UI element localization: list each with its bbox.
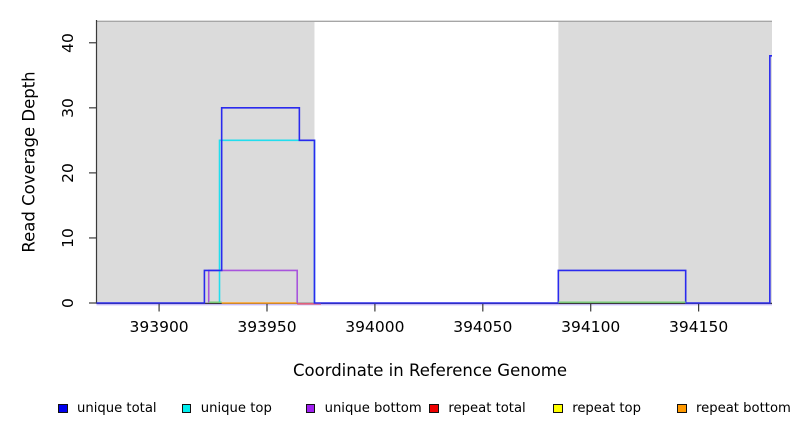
legend-label-repeat-top: repeat top — [572, 401, 641, 416]
plot-canvas — [89, 20, 772, 312]
x-tick-label: 393950 — [237, 318, 297, 336]
legend-swatch-repeat-bottom — [677, 403, 687, 413]
legend-label-repeat-total: repeat total — [448, 401, 526, 416]
legend-label-repeat-bottom: repeat bottom — [696, 401, 791, 416]
y-tick-label: 0 — [59, 298, 77, 308]
legend-label-unique-bottom: unique bottom — [324, 401, 422, 416]
series-unique-total — [96, 54, 772, 304]
legend-label-unique-top: unique top — [200, 401, 272, 416]
legend-swatch-unique-bottom — [305, 403, 316, 413]
legend-swatch-unique-top — [181, 403, 192, 413]
y-tick-label: 40 — [59, 32, 77, 53]
y-tick-label: 10 — [59, 228, 77, 248]
x-tick-label: 393900 — [129, 318, 189, 336]
series-unique-bottom — [207, 269, 299, 303]
y-tick-label: 30 — [59, 97, 77, 118]
x-tick-label: 394000 — [345, 318, 405, 336]
y-axis-title: Read Coverage Depth — [19, 70, 39, 253]
legend-swatch-unique-total — [58, 403, 68, 413]
x-tick-label: 394150 — [669, 318, 729, 336]
shaded-region — [558, 21, 772, 304]
x-axis-title: Coordinate in Reference Genome — [292, 361, 568, 380]
legend-swatch-repeat-top — [553, 403, 563, 413]
y-tick-label: 20 — [59, 163, 77, 183]
legend-label-unique-total: unique total — [77, 401, 157, 416]
shaded-region — [96, 21, 315, 304]
legend-swatch-repeat-total — [429, 403, 439, 413]
x-tick-label: 394100 — [561, 318, 621, 336]
x-tick-label: 394050 — [453, 318, 513, 336]
